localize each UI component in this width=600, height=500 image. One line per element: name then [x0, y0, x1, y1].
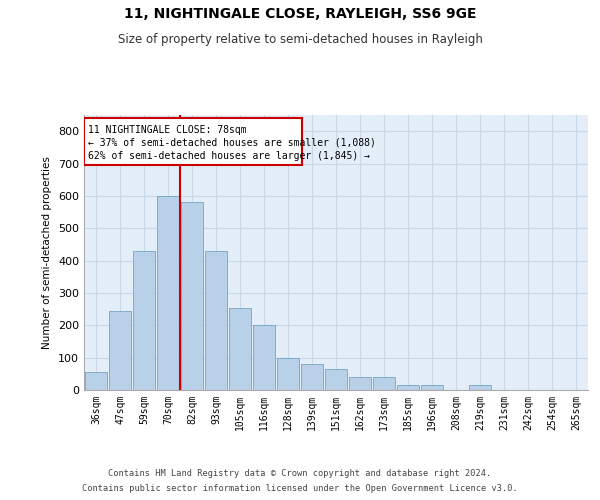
Text: 11 NIGHTINGALE CLOSE: 78sqm: 11 NIGHTINGALE CLOSE: 78sqm [88, 124, 246, 134]
Y-axis label: Number of semi-detached properties: Number of semi-detached properties [43, 156, 52, 349]
Text: 11, NIGHTINGALE CLOSE, RAYLEIGH, SS6 9GE: 11, NIGHTINGALE CLOSE, RAYLEIGH, SS6 9GE [124, 6, 476, 20]
Bar [133, 251, 155, 390]
Bar [421, 385, 443, 390]
Text: ← 37% of semi-detached houses are smaller (1,088): ← 37% of semi-detached houses are smalle… [88, 138, 376, 147]
Bar [229, 308, 251, 390]
Text: 62% of semi-detached houses are larger (1,845) →: 62% of semi-detached houses are larger (… [88, 150, 370, 160]
Bar [301, 364, 323, 390]
Bar [85, 372, 107, 390]
Bar [349, 377, 371, 390]
Bar [253, 326, 275, 390]
Bar [181, 202, 203, 390]
Text: Contains public sector information licensed under the Open Government Licence v3: Contains public sector information licen… [82, 484, 518, 493]
Bar [397, 385, 419, 390]
Bar [325, 369, 347, 390]
Bar [277, 358, 299, 390]
FancyBboxPatch shape [84, 118, 302, 165]
Bar [373, 377, 395, 390]
Bar [157, 196, 179, 390]
Text: Size of property relative to semi-detached houses in Rayleigh: Size of property relative to semi-detach… [118, 32, 482, 46]
Bar [109, 310, 131, 390]
Bar [205, 251, 227, 390]
Text: Contains HM Land Registry data © Crown copyright and database right 2024.: Contains HM Land Registry data © Crown c… [109, 469, 491, 478]
Bar [469, 385, 491, 390]
